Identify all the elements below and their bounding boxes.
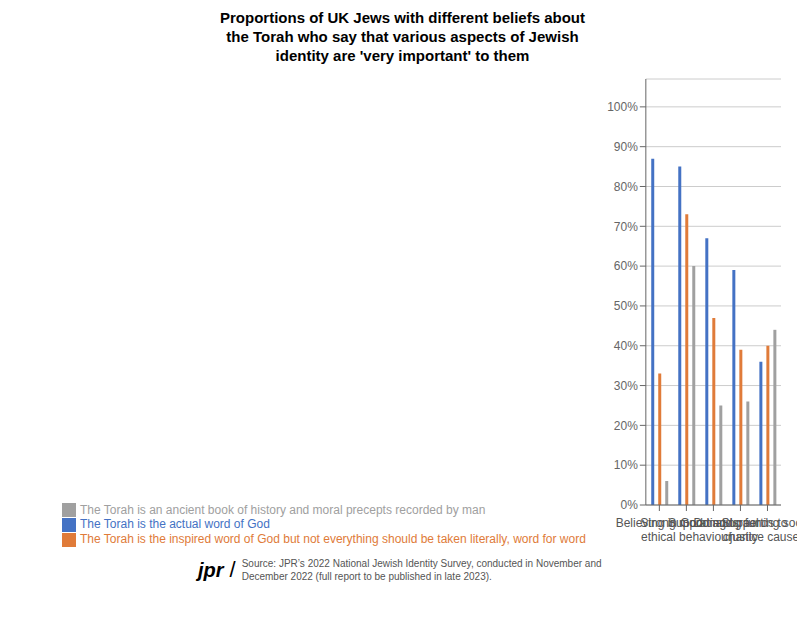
svg-text:40%: 40% (614, 339, 638, 353)
svg-text:70%: 70% (614, 220, 638, 234)
svg-text:80%: 80% (614, 180, 638, 194)
svg-text:100%: 100% (607, 100, 638, 114)
svg-text:60%: 60% (614, 259, 638, 273)
svg-text:90%: 90% (614, 140, 638, 154)
svg-text:10%: 10% (614, 458, 638, 472)
svg-text:50%: 50% (614, 299, 638, 313)
svg-text:30%: 30% (614, 379, 638, 393)
svg-text:0%: 0% (620, 498, 638, 512)
svg-text:20%: 20% (614, 419, 638, 433)
svg-text:Supporting socialjustice cause: Supporting socialjustice causes (721, 516, 797, 544)
